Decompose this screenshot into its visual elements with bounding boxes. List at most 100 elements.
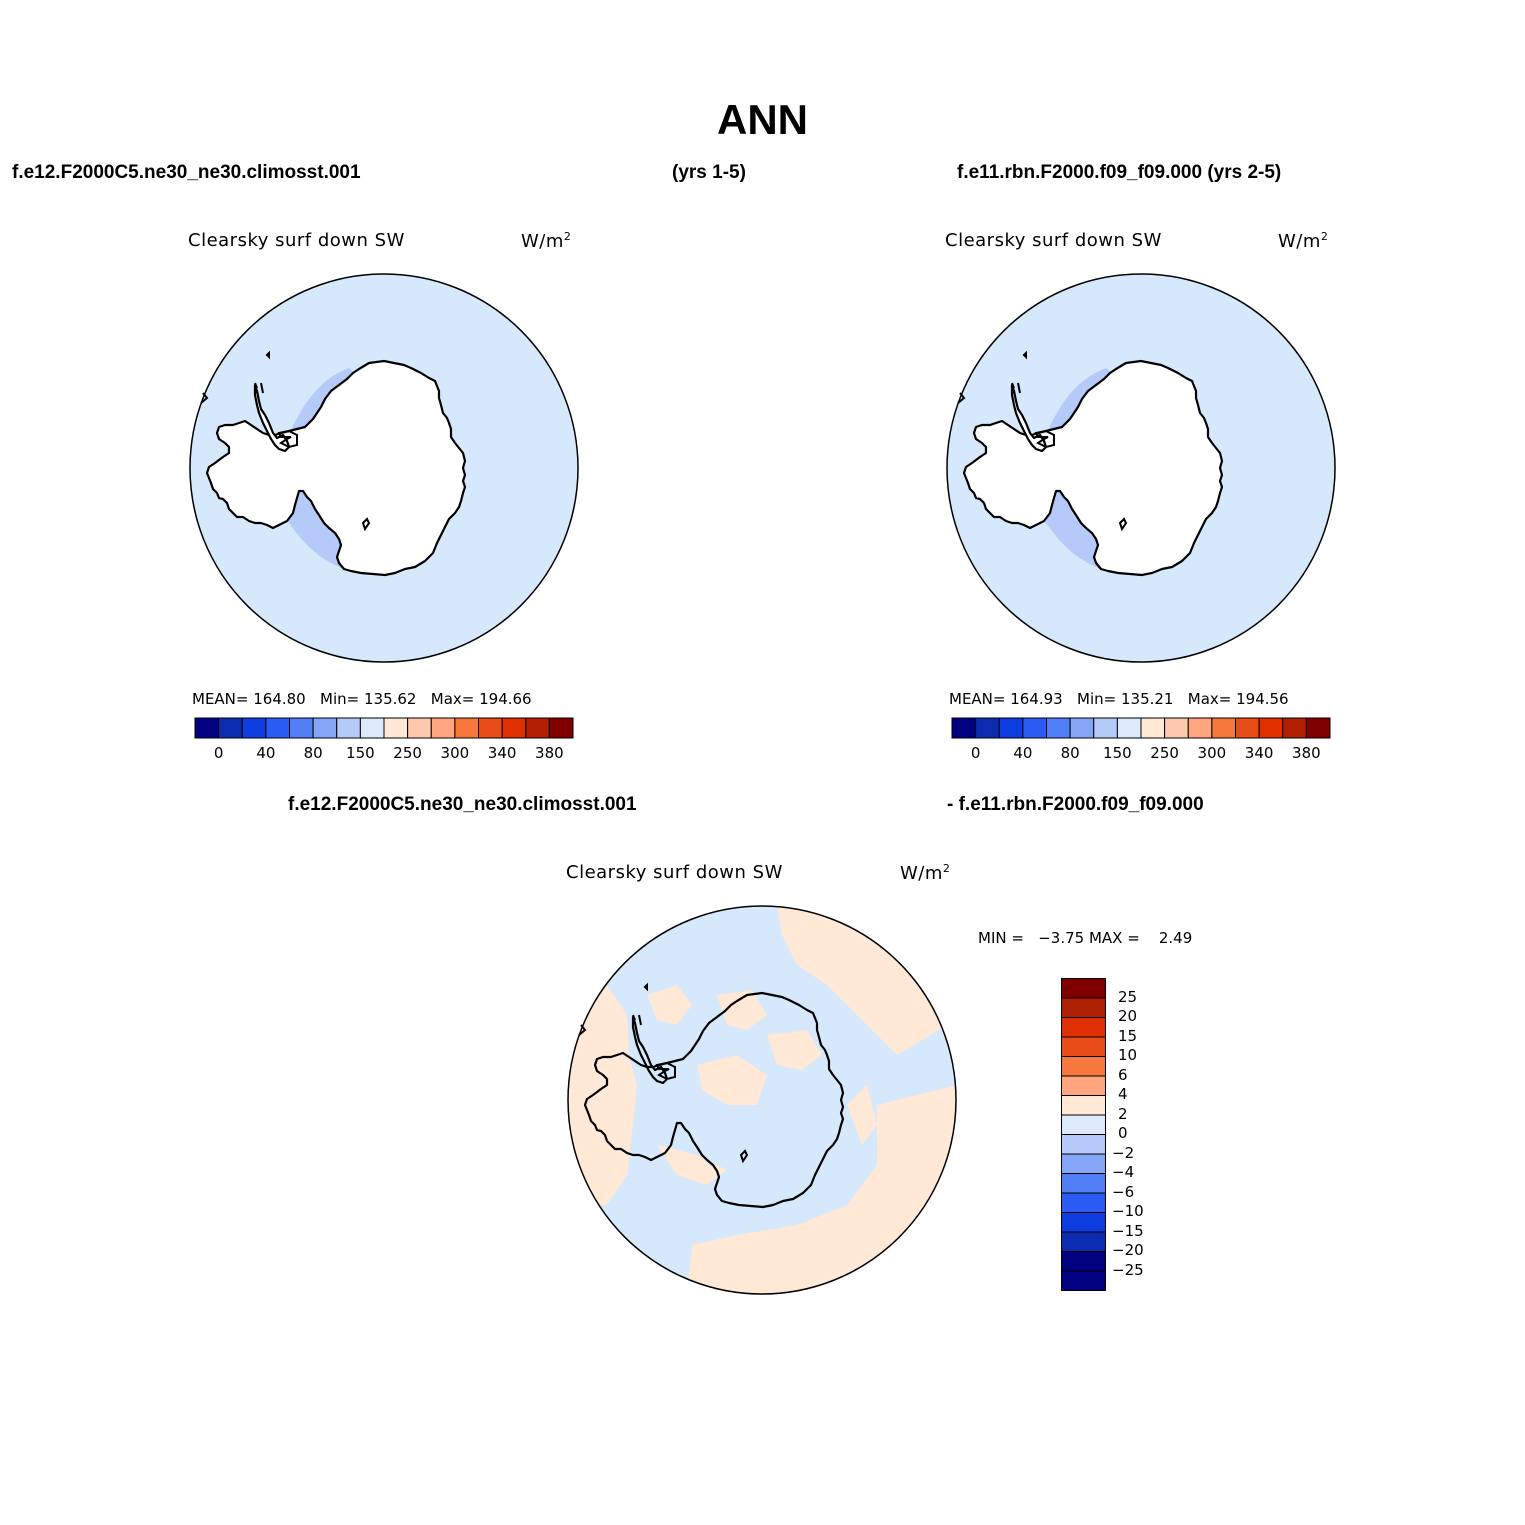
colorbar-diff	[1061, 978, 1106, 1291]
colorbar-box	[1061, 1231, 1106, 1252]
colorbar-tick-label: 150	[346, 744, 375, 762]
colorbar-panel1-labels: 0 40 80 150 250 300 340 380	[195, 744, 573, 764]
map-boundary	[946, 273, 1336, 663]
ice-shelf-outline	[277, 429, 298, 449]
panel3-minmax: MIN = −3.75 MAX = 2.49	[978, 929, 1193, 947]
colorbar-tick-label: 300	[1197, 744, 1227, 762]
colorbar-box	[1061, 1212, 1106, 1233]
colorbar-box	[1061, 1036, 1106, 1057]
colorbar-tick-label: −6	[1112, 1182, 1135, 1201]
colorbar-box	[548, 717, 574, 739]
positive-diff-region	[697, 1055, 767, 1105]
colorbar-tick-label: 80	[1060, 744, 1080, 762]
colorbar-box	[1061, 1192, 1106, 1213]
colorbar-box	[1061, 1095, 1106, 1116]
colorbar-box	[1061, 1114, 1106, 1135]
colorbar-box	[975, 717, 1000, 739]
colorbar-box	[1061, 1056, 1106, 1077]
colorbar-box	[951, 717, 977, 739]
colorbar-box	[454, 717, 479, 739]
colorbar-tick-label: −15	[1112, 1221, 1144, 1240]
colorbar-panel1	[194, 717, 574, 739]
colorbar-panel2-labels: 0 40 80 150 250 300 340 380	[952, 744, 1330, 764]
colorbar-box	[1211, 717, 1236, 739]
colorbar-box	[525, 717, 550, 739]
colorbar-diff-labels: 25 20 15 10 6 4 2 0 −2 −4 −6 −10 −15 −20 −25	[1112, 978, 1172, 1291]
colorbar-box	[336, 717, 361, 739]
panel3-units: W/m2	[900, 862, 951, 884]
antarctica-continent	[205, 359, 467, 577]
island-outline	[361, 517, 371, 532]
colorbar-box	[1093, 717, 1118, 739]
colorbar-box	[265, 717, 290, 739]
colorbar-box	[1305, 717, 1331, 739]
panel2-units: W/m2	[1278, 230, 1329, 252]
colorbar-tick-label: 150	[1103, 744, 1132, 762]
colorbar-tick-label: 380	[1292, 744, 1321, 762]
colorbar-box	[1061, 978, 1106, 999]
colorbar-box	[998, 717, 1024, 739]
colorbar-tick-label: 20	[1118, 1007, 1138, 1025]
map-boundary	[189, 273, 579, 663]
case2-label: f.e11.rbn.F2000.f09_f09.000 (yrs 2-5)	[957, 162, 1282, 183]
colorbar-box	[359, 717, 385, 739]
colorbar-tick-label: 10	[1118, 1046, 1138, 1064]
positive-diff-region	[847, 1085, 877, 1145]
colorbar-tick-label: −20	[1112, 1241, 1144, 1259]
colorbar-tick-label: 15	[1118, 1026, 1138, 1045]
colorbar-tick-label: −25	[1112, 1260, 1144, 1279]
colorbar-box	[1282, 717, 1307, 739]
figure-title: ANN	[717, 96, 808, 143]
colorbar-tick-label: 300	[440, 744, 470, 762]
colorbar-box	[1164, 717, 1189, 739]
positive-diff-region	[568, 985, 637, 1205]
positive-diff-region	[717, 990, 767, 1030]
colorbar-box	[289, 717, 314, 739]
diff-case1-label: f.e12.F2000C5.ne30_ne30.climosst.001	[288, 794, 637, 815]
colorbar-tick-label: 250	[393, 744, 422, 762]
positive-diff-region	[647, 985, 692, 1025]
positive-diff-region	[767, 1030, 822, 1070]
ice-shelf-outline	[1034, 429, 1055, 449]
colorbar-tick-label: 4	[1118, 1085, 1128, 1103]
colorbar-box	[1061, 997, 1106, 1018]
colorbar-box	[1061, 1017, 1106, 1038]
ice-shelf-outline	[655, 1061, 676, 1081]
colorbar-tick-label: −2	[1112, 1143, 1135, 1162]
island-outline	[739, 1149, 749, 1164]
colorbar-tick-label: −4	[1112, 1163, 1135, 1181]
colorbar-box	[430, 717, 456, 739]
colorbar-tick-label: 40	[256, 744, 276, 762]
colorbar-box	[1022, 717, 1047, 739]
colorbar-box	[1116, 717, 1142, 739]
panel1-units: W/m2	[521, 230, 572, 252]
colorbar-box	[218, 717, 243, 739]
island-outline	[1118, 517, 1128, 532]
map-boundary	[567, 905, 957, 1295]
colorbar-box	[501, 717, 527, 739]
map-panel-1	[189, 273, 579, 663]
colorbar-tick-label: 40	[1013, 744, 1033, 762]
colorbar-box	[1046, 717, 1071, 739]
antarctica-continent	[962, 359, 1224, 577]
colorbar-tick-label: 0	[1118, 1124, 1128, 1142]
island-outline	[643, 982, 648, 992]
colorbar-tick-label: 2	[1118, 1104, 1128, 1123]
antarctica-continent	[583, 991, 845, 1209]
colorbar-panel2	[951, 717, 1331, 739]
antarctic-peninsula	[631, 1015, 669, 1085]
colorbar-box	[1069, 717, 1095, 739]
diff-case2-label: - f.e11.rbn.F2000.f09_f09.000	[947, 794, 1204, 815]
colorbar-tick-label: 25	[1118, 987, 1138, 1006]
colorbar-tick-label: 250	[1150, 744, 1179, 762]
case1-years: (yrs 1-5)	[672, 162, 746, 183]
panel1-stats: MEAN= 164.80 Min= 135.62 Max= 194.66	[192, 690, 532, 708]
colorbar-box	[1061, 1173, 1106, 1194]
positive-diff-region	[657, 1145, 727, 1185]
map-panel-diff	[567, 905, 957, 1295]
colorbar-tick-label: 380	[535, 744, 564, 762]
colorbar-box	[383, 717, 409, 739]
colorbar-box	[478, 717, 503, 739]
colorbar-tick-label: 6	[1118, 1065, 1128, 1084]
colorbar-tick-label: 0	[970, 744, 981, 762]
